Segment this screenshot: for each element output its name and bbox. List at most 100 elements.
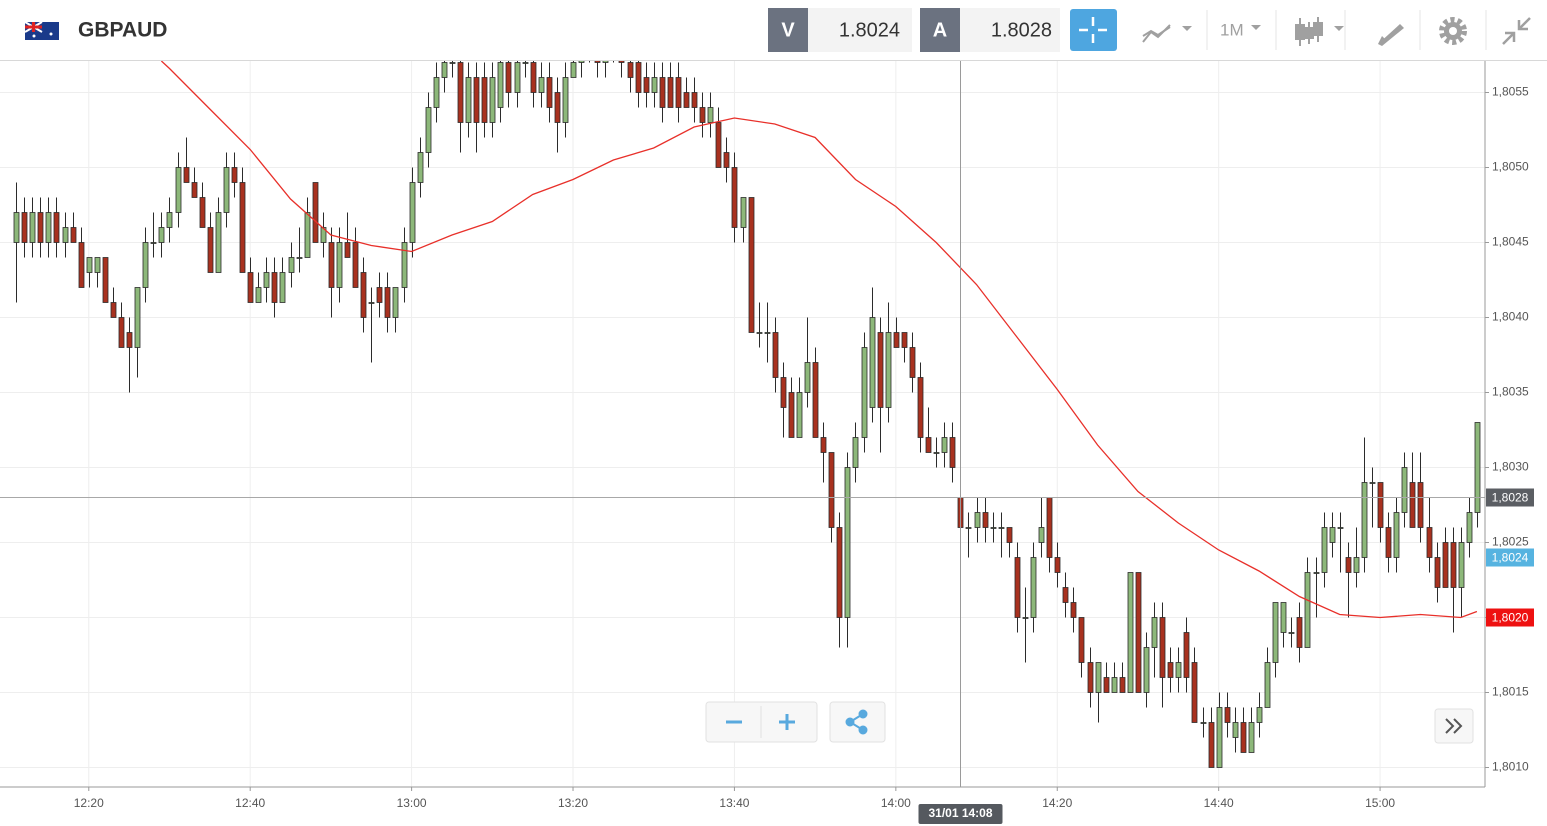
candle-body — [183, 167, 190, 183]
candle-body — [1256, 707, 1263, 723]
candle-body — [643, 77, 650, 93]
candle-body — [166, 212, 173, 228]
candle-body — [1030, 557, 1037, 618]
candle-body — [1087, 662, 1094, 693]
candle-body — [352, 242, 359, 288]
grid — [0, 61, 1485, 787]
candle-body — [715, 122, 722, 168]
candle-body — [1296, 617, 1303, 648]
candle-body — [1103, 677, 1110, 693]
candle-body — [764, 332, 771, 334]
crosshair-button[interactable] — [1070, 9, 1117, 51]
flag-icon — [24, 21, 59, 40]
zoom-in[interactable] — [779, 714, 795, 730]
candle-body — [336, 242, 343, 288]
candle-body — [699, 107, 706, 123]
candle-body — [877, 332, 884, 408]
ask-box[interactable] — [960, 8, 1060, 52]
candle-body — [772, 332, 779, 378]
candle-body — [941, 437, 948, 453]
candle-body — [659, 77, 666, 108]
y-tick-label: 1,8045 — [1492, 235, 1529, 249]
candle-body — [965, 527, 972, 529]
zoom-controls — [705, 701, 886, 743]
timeframe-caret — [1251, 25, 1261, 30]
candle-body — [683, 92, 690, 108]
candle-body — [215, 212, 222, 273]
candles-button[interactable] — [1295, 17, 1344, 46]
axes: 1,8010 1,8015 1,8020 1,8025 1,8030 1,8035 1,80… — [74, 85, 1534, 824]
ask-label-box — [920, 8, 960, 52]
settings-button[interactable] — [1439, 17, 1467, 45]
candle-body — [110, 302, 117, 318]
candle-body — [21, 212, 28, 243]
candle-body — [893, 332, 900, 348]
candle-body — [409, 182, 416, 243]
candle-body — [998, 527, 1005, 529]
candle-body — [1458, 542, 1465, 588]
candle-body — [1167, 662, 1174, 678]
candle-body — [376, 287, 383, 303]
ask-label: A — [933, 19, 947, 41]
candle-body — [126, 332, 133, 348]
candle-body — [812, 362, 819, 438]
chart-type-button[interactable] — [1142, 24, 1192, 43]
y-tick-label: 1,8010 — [1492, 760, 1529, 774]
candle-body — [1046, 497, 1053, 558]
collapse-button[interactable] — [1502, 17, 1531, 45]
candle-body — [1224, 707, 1231, 723]
candle-body — [312, 182, 319, 243]
x-tick-label: 15:00 — [1365, 796, 1395, 810]
candle-body — [1216, 707, 1223, 768]
candle-body — [223, 167, 230, 213]
candle-body — [1417, 482, 1424, 528]
candle-body — [320, 227, 327, 243]
candle-body — [1232, 722, 1239, 738]
y-tick-label: 1,8015 — [1492, 685, 1529, 699]
candle-body — [731, 167, 738, 228]
candle-body — [102, 257, 109, 303]
draw-button[interactable] — [1378, 24, 1404, 46]
candle-body — [1135, 572, 1142, 693]
x-tick-label: 14:20 — [1042, 796, 1072, 810]
bid-box[interactable] — [808, 8, 912, 52]
candle-body — [594, 61, 601, 63]
candle-body — [1361, 482, 1368, 558]
candle-body — [1127, 572, 1134, 693]
price-marker-label: 1,8028 — [1492, 491, 1529, 505]
candle-body — [1006, 527, 1013, 543]
candle-body — [990, 527, 997, 529]
candle-body — [804, 362, 811, 393]
candle-body — [1369, 482, 1376, 484]
candle-body — [675, 77, 682, 108]
candle-body — [328, 242, 335, 288]
candle-body — [134, 287, 141, 348]
candle-body — [1385, 527, 1392, 558]
candle-body — [505, 62, 512, 93]
candle-body — [1466, 512, 1473, 543]
candle-body — [1426, 527, 1433, 558]
candle-body — [465, 77, 472, 123]
candle-body — [288, 257, 295, 273]
y-tick-label: 1,8050 — [1492, 160, 1529, 174]
scroll-right-button[interactable] — [1434, 708, 1474, 744]
candle-body — [271, 272, 278, 303]
timeframe[interactable]: 1M — [1220, 20, 1244, 39]
x-tick-label: 13:20 — [558, 796, 588, 810]
candle-body — [360, 272, 367, 318]
share-button[interactable] — [845, 709, 868, 735]
y-tick-label: 1,8035 — [1492, 385, 1529, 399]
candle-body — [1442, 542, 1449, 588]
candle-body — [207, 227, 214, 273]
candle-body — [1151, 617, 1158, 648]
candle-body — [514, 62, 521, 93]
candle-body — [1288, 632, 1295, 634]
bid-label-box — [768, 8, 808, 52]
candle-body — [1401, 467, 1408, 513]
candle-body — [1143, 647, 1150, 693]
candle-body — [158, 227, 165, 243]
candle-body — [691, 92, 698, 108]
x-tick-label: 12:20 — [74, 796, 104, 810]
candle-body — [70, 227, 77, 243]
candle-body — [974, 512, 981, 528]
